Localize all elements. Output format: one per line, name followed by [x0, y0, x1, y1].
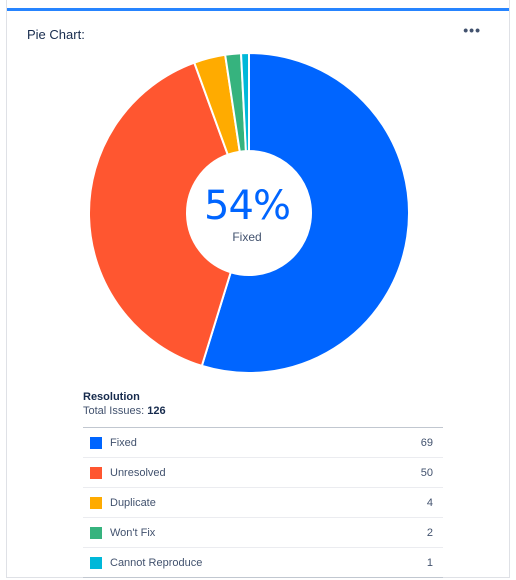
legend-row-wont-fix[interactable]: Won't Fix 2: [83, 518, 443, 548]
total-issues: Total Issues: 126: [83, 405, 166, 417]
center-percent: 54%: [204, 183, 291, 229]
pie-chart-gadget: Pie Chart: ••• 54% Fixed Resolution Tota…: [6, 0, 510, 578]
legend-row-cannot-reproduce[interactable]: Cannot Reproduce 1: [83, 548, 443, 578]
more-horizontal-icon[interactable]: •••: [463, 22, 481, 38]
legend-swatch: [90, 497, 102, 509]
legend-list: Fixed 69 Unresolved 50 Duplicate 4 Won't…: [83, 427, 443, 578]
pie-slice-unresolved[interactable]: [88, 61, 232, 368]
total-issues-value: 126: [147, 405, 166, 417]
legend-title: Resolution: [83, 391, 140, 403]
center-label: Fixed: [232, 230, 262, 244]
legend-swatch: [90, 527, 102, 539]
legend-count: 50: [420, 467, 433, 479]
gadget-title: Pie Chart:: [27, 27, 85, 42]
legend-label: Fixed: [110, 437, 137, 449]
legend-swatch: [90, 467, 102, 479]
legend-swatch: [90, 557, 102, 569]
legend-label: Unresolved: [110, 467, 166, 479]
legend-count: 1: [426, 557, 433, 569]
legend-count: 69: [420, 437, 433, 449]
legend-row-fixed[interactable]: Fixed 69: [83, 428, 443, 458]
legend-label: Duplicate: [110, 497, 156, 509]
legend-row-duplicate[interactable]: Duplicate 4: [83, 488, 443, 518]
gadget-accent-bar: [7, 8, 509, 11]
legend-count: 2: [426, 527, 433, 539]
legend-swatch: [90, 437, 102, 449]
total-issues-label: Total Issues:: [83, 405, 145, 417]
legend-count: 4: [426, 497, 433, 509]
pie-slice-fixed[interactable]: [200, 51, 410, 374]
legend-label: Won't Fix: [110, 527, 156, 539]
pie-slice-cannot-reproduce[interactable]: [239, 51, 250, 153]
legend-label: Cannot Reproduce: [110, 557, 203, 569]
legend-row-unresolved[interactable]: Unresolved 50: [83, 458, 443, 488]
pie-chart: [88, 51, 410, 374]
